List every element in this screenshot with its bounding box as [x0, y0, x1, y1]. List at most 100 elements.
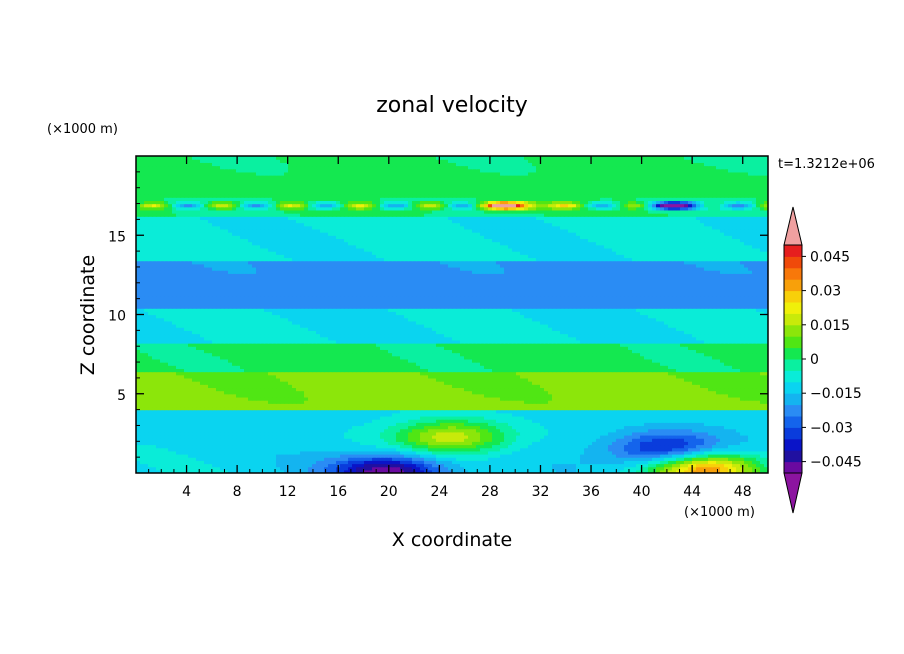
field-cell — [544, 396, 549, 401]
field-cell — [500, 371, 505, 376]
field-cell — [676, 466, 681, 471]
field-cell — [264, 415, 269, 420]
field-cell — [616, 457, 621, 461]
field-cell — [476, 463, 481, 468]
field-cell — [524, 393, 529, 398]
field-cell — [344, 396, 349, 401]
field-cell — [516, 393, 521, 398]
field-cell — [520, 400, 525, 404]
field-cell — [136, 457, 141, 461]
field-cell — [712, 403, 717, 408]
field-cell — [640, 400, 645, 404]
field-cell — [200, 412, 205, 417]
field-cell — [192, 393, 197, 398]
field-cell — [496, 390, 501, 395]
field-cell — [144, 406, 149, 411]
field-cell — [160, 453, 165, 458]
field-cell — [732, 409, 737, 414]
field-cell — [256, 390, 261, 395]
field-cell — [744, 381, 749, 385]
field-cell — [336, 406, 341, 411]
field-cell — [664, 425, 669, 430]
field-cell — [608, 466, 613, 471]
field-cell — [708, 438, 713, 442]
field-cell — [232, 469, 237, 473]
field-cell — [240, 450, 245, 455]
field-cell — [344, 469, 349, 473]
field-cell — [624, 393, 629, 398]
field-cell — [364, 469, 369, 473]
field-cell — [576, 434, 581, 439]
field-cell — [668, 419, 673, 423]
field-cell — [620, 434, 625, 439]
field-cell — [148, 403, 153, 408]
field-cell — [692, 393, 697, 398]
field-cell — [248, 396, 253, 401]
field-cell — [508, 422, 513, 427]
field-cell — [308, 457, 313, 461]
field-cell — [664, 415, 669, 420]
field-cell — [308, 403, 313, 408]
field-cell — [720, 428, 725, 433]
field-cell — [436, 434, 441, 439]
field-cell — [680, 381, 685, 385]
field-cell — [684, 390, 689, 395]
field-cell — [720, 377, 725, 382]
field-cell — [616, 460, 621, 465]
field-cell — [636, 393, 641, 398]
field-cell — [180, 381, 185, 385]
field-cell — [440, 431, 445, 436]
field-cell — [600, 419, 605, 423]
field-cell — [592, 434, 597, 439]
field-cell — [304, 425, 309, 430]
field-cell — [236, 422, 241, 427]
field-cell — [676, 412, 681, 417]
field-cell — [568, 374, 573, 379]
field-cell — [372, 381, 377, 385]
field-cell — [196, 412, 201, 417]
field-cell — [636, 438, 641, 442]
field-cell — [328, 457, 333, 461]
field-cell — [520, 384, 525, 389]
field-cell — [248, 469, 253, 473]
field-cell — [584, 431, 589, 436]
field-cell — [636, 396, 641, 401]
field-cell — [144, 377, 149, 382]
field-cell — [608, 387, 613, 392]
field-cell — [536, 403, 541, 408]
field-cell — [152, 463, 157, 468]
field-cell — [368, 438, 373, 442]
field-cell — [732, 393, 737, 398]
field-cell — [520, 412, 525, 417]
field-cell — [240, 393, 245, 398]
field-cell — [572, 453, 577, 458]
field-cell — [308, 469, 313, 473]
field-cell — [660, 431, 665, 436]
field-cell — [196, 403, 201, 408]
field-cell — [416, 374, 421, 379]
field-cell — [580, 377, 585, 382]
field-cell — [308, 400, 313, 404]
field-cell — [396, 377, 401, 382]
field-cell — [232, 457, 237, 461]
field-cell — [628, 431, 633, 436]
field-cell — [396, 415, 401, 420]
field-cell — [480, 409, 485, 414]
field-cell — [608, 431, 613, 436]
field-cell — [700, 384, 705, 389]
field-cell — [464, 387, 469, 392]
field-cell — [516, 381, 521, 385]
field-cell — [564, 457, 569, 461]
field-cell — [176, 419, 181, 423]
field-cell — [488, 415, 493, 420]
field-cell — [556, 450, 561, 455]
field-cell — [636, 384, 641, 389]
field-cell — [616, 466, 621, 471]
field-cell — [748, 457, 753, 461]
field-cell — [372, 415, 377, 420]
field-cell — [612, 406, 617, 411]
field-cell — [388, 460, 393, 465]
field-cell — [260, 403, 265, 408]
field-cell — [292, 403, 297, 408]
field-cell — [692, 403, 697, 408]
